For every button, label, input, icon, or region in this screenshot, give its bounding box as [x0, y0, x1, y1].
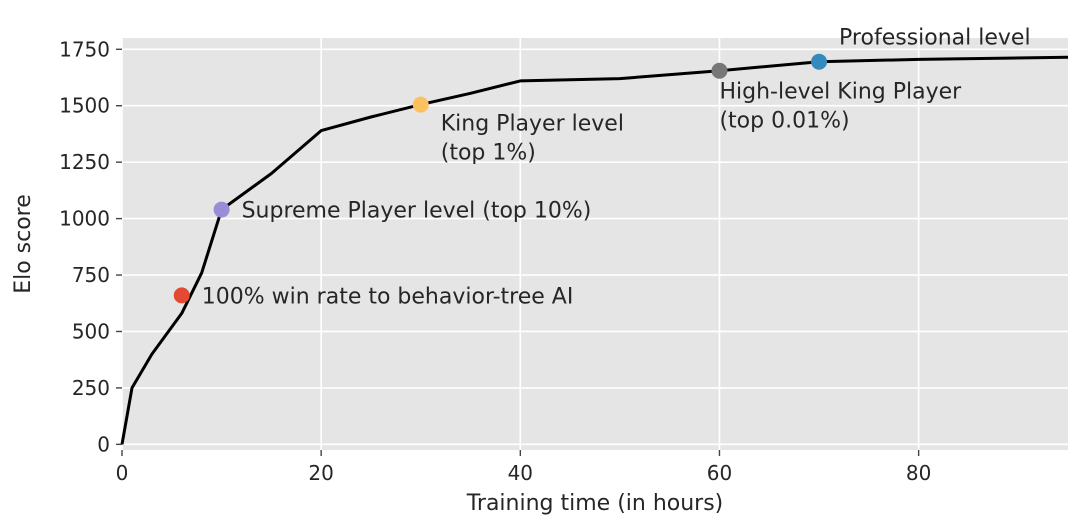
milestone-point	[412, 96, 429, 113]
x-tick-label: 0	[116, 461, 129, 485]
milestone-label-line: Professional level	[839, 26, 1031, 51]
y-tick-label: 1000	[59, 207, 110, 231]
y-tick-label: 750	[72, 263, 110, 287]
milestone-label-line: (top 0.01%)	[719, 109, 849, 134]
x-tick-label: 60	[707, 461, 732, 485]
y-tick-label: 0	[97, 432, 110, 456]
y-tick-label: 1250	[59, 150, 110, 174]
milestone-label-line: 100% win rate to behavior-tree AI	[202, 284, 574, 309]
x-tick-label: 80	[906, 461, 931, 485]
milestone-point	[173, 287, 190, 304]
milestone-label-line: Supreme Player level (top 10%)	[242, 199, 592, 224]
y-axis-label: Elo score	[11, 194, 36, 294]
y-tick-label: 250	[72, 376, 110, 400]
y-tick-label: 1500	[59, 94, 110, 118]
x-tick-label: 40	[508, 461, 533, 485]
elo-series-line	[120, 55, 1069, 445]
milestone-label: King Player level (top 1%)	[441, 112, 624, 166]
milestone-label: Professional level	[839, 26, 1031, 51]
series-line-layer	[120, 55, 1069, 445]
milestone-point	[811, 53, 828, 70]
milestone-label-line: (top 1%)	[441, 141, 536, 166]
y-tick-label: 500	[72, 319, 110, 343]
milestone-point	[711, 62, 728, 79]
milestone-label: Supreme Player level (top 10%)	[242, 199, 592, 224]
y-tick-label: 1750	[59, 37, 110, 61]
x-axis-label: Training time (in hours)	[466, 491, 724, 516]
annotation-labels: 100% win rate to behavior-tree AI Supreme…	[202, 26, 1031, 310]
milestone-label: 100% win rate to behavior-tree AI	[202, 284, 574, 309]
x-tick-label: 20	[308, 461, 333, 485]
annotation-markers	[173, 53, 828, 304]
milestone-point	[213, 201, 230, 218]
axis-ticks: 0 20 40 60 80 0 250 500 750 1000 1250 1500 1750	[59, 37, 931, 485]
grid-lines	[121, 38, 1068, 450]
plot-background	[122, 38, 1068, 450]
milestone-label: High-level King Player (top 0.01%)	[719, 80, 962, 134]
milestone-label-line: High-level King Player	[719, 80, 962, 105]
milestone-label-line: King Player level	[441, 112, 624, 137]
